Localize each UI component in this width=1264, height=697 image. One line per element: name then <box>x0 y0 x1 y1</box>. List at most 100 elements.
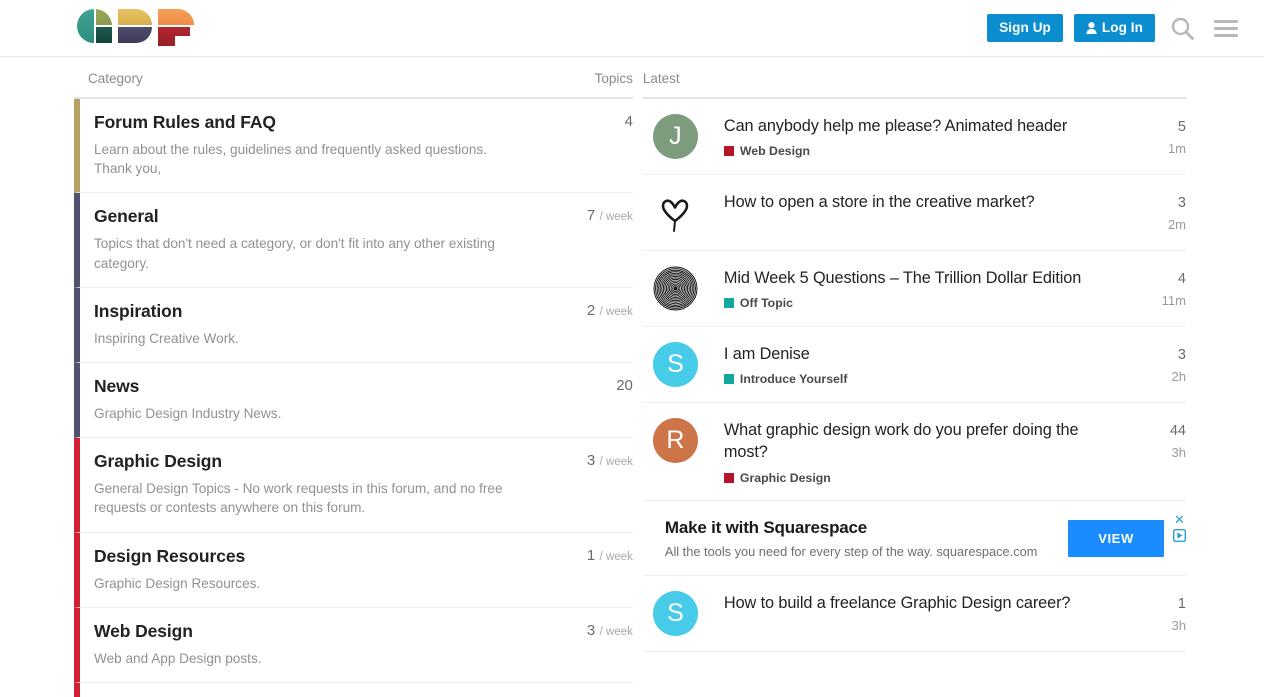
latest-panel: Latest J Can anybody help me please? Anim… <box>633 57 1250 697</box>
topic-category-label: Graphic Design <box>739 470 831 485</box>
category-title[interactable]: Web Design <box>94 620 193 641</box>
topic-category-label: Web Design <box>739 144 811 159</box>
topic-title[interactable]: How to open a store in the creative mark… <box>723 193 1035 211</box>
topic-category-badge[interactable]: Web Design <box>723 144 1122 159</box>
category-topic-count: 3 <box>586 452 596 470</box>
topic-age: 3h <box>1171 444 1186 460</box>
category-row[interactable]: Forum Rules and FAQ Learn about the rules… <box>74 99 633 194</box>
search-button[interactable] <box>1166 12 1199 45</box>
topic-category-label: Off Topic <box>739 296 793 311</box>
topic-post-count: 3 <box>1177 195 1186 211</box>
category-row[interactable]: News Graphic Design Industry News. 20 <box>74 363 633 439</box>
category-row[interactable]: Design Resources Graphic Design Resources… <box>74 532 633 608</box>
avatar-r: R <box>652 418 698 463</box>
category-stat: 3 / week <box>559 621 633 668</box>
header-actions: Sign Up Log In <box>987 12 1242 45</box>
avatar-j: J <box>652 114 698 159</box>
topic-post-count: 44 <box>1169 423 1186 439</box>
topic-row[interactable]: R What graphic design work do you prefer … <box>642 403 1186 501</box>
category-row[interactable]: Inspiration Inspiring Creative Work. 2 / w… <box>74 287 633 364</box>
category-topic-count: 20 <box>616 377 633 395</box>
topic-category-badge[interactable]: Graphic Design <box>723 470 1122 485</box>
gdf-logo[interactable] <box>74 6 198 50</box>
category-row[interactable]: General Topics that don't need a category… <box>74 193 633 288</box>
category-topic-period: / week <box>599 456 633 469</box>
topic-title[interactable]: Mid Week 5 Questions – The Trillion Doll… <box>723 269 1082 287</box>
topics-column-label: Topics <box>594 71 633 86</box>
category-description: Learn about the rules, guidelines and fr… <box>94 141 487 177</box>
topic-category-badge[interactable]: Introduce Yourself <box>723 372 1122 386</box>
latest-column-label: Latest <box>642 71 680 86</box>
avatar-heart-balloon <box>653 190 698 235</box>
category-color-swatch <box>723 146 734 157</box>
topic-title[interactable]: What graphic design work do you prefer d… <box>723 421 1079 462</box>
hamburger-menu-icon <box>1214 19 1238 37</box>
category-topic-count: 7 <box>586 207 596 225</box>
topic-row[interactable]: How to open a store in the creative mark… <box>642 175 1186 251</box>
category-topic-count: 3 <box>586 621 596 639</box>
topic-category-badge[interactable]: Off Topic <box>723 296 1122 311</box>
category-main: Web Design Web and App Design posts. <box>94 621 559 668</box>
topic-row[interactable]: J Can anybody help me please? Animated he… <box>642 99 1186 175</box>
avatar-initial: S <box>667 350 684 378</box>
topic-title[interactable]: How to build a freelance Graphic Design … <box>723 594 1071 613</box>
topic-age: 2m <box>1167 216 1186 232</box>
topic-title[interactable]: I am Denise <box>723 345 810 363</box>
category-title[interactable]: Graphic Design <box>94 451 222 472</box>
category-stat: 2 / week <box>559 301 633 348</box>
topic-stat: 1 3h <box>1138 591 1186 635</box>
topic-stat: 5 1m <box>1138 114 1186 158</box>
topic-row[interactable]: S How to build a freelance Graphic Design… <box>642 576 1186 653</box>
category-row[interactable]: Graphic Design General Design Topics - No… <box>74 438 633 533</box>
avatar-s-2: S <box>652 591 698 637</box>
signup-label: Sign Up <box>999 20 1051 36</box>
ad-title: Make it with Squarespace <box>664 517 868 537</box>
category-title[interactable]: News <box>94 376 140 397</box>
login-label: Log In <box>1101 20 1143 36</box>
category-description: Topics that don't need a category, or do… <box>94 236 495 271</box>
category-description: Graphic Design Resources. <box>94 575 261 591</box>
topic-title[interactable]: Can anybody help me please? Animated hea… <box>723 117 1068 135</box>
topic-post-count: 4 <box>1177 271 1186 287</box>
category-stat: 4 <box>559 112 633 178</box>
ad-close-button[interactable]: ✕ <box>1174 511 1185 527</box>
topic-row[interactable]: S I am Denise Introduce Yourself 3 2h <box>642 327 1186 403</box>
heart-balloon-icon <box>661 199 689 232</box>
latest-header: Latest <box>642 57 1186 99</box>
topic-list-after-ad: S How to build a freelance Graphic Design… <box>642 576 1186 653</box>
signup-button[interactable]: Sign Up <box>987 14 1063 42</box>
category-main: News Graphic Design Industry News. <box>94 376 559 423</box>
topic-main: What graphic design work do you prefer d… <box>723 418 1138 485</box>
avatar-initial: J <box>669 122 682 150</box>
user-icon <box>1086 22 1097 34</box>
main-content: Category Topics Forum Rules and FAQ Learn… <box>0 57 1264 697</box>
category-row[interactable]: Web Design Web and App Design posts. 3 / w… <box>74 607 633 684</box>
category-color-swatch <box>723 472 734 483</box>
category-title[interactable]: Design Resources <box>94 545 246 566</box>
topic-age: 2h <box>1171 368 1186 384</box>
categories-header: Category Topics <box>74 57 633 99</box>
menu-button[interactable] <box>1210 16 1242 41</box>
category-stat: 20 <box>559 376 633 423</box>
category-stat: 3 / week <box>559 451 633 517</box>
topic-main: How to build a freelance Graphic Design … <box>724 591 1138 614</box>
topic-list: J Can anybody help me please? Animated he… <box>642 99 1186 501</box>
category-main: Inspiration Inspiring Creative Work. <box>94 301 559 348</box>
category-title[interactable]: General <box>94 206 159 227</box>
topic-age: 11m <box>1161 292 1186 308</box>
category-list: Forum Rules and FAQ Learn about the rules… <box>74 99 633 697</box>
ad-view-button[interactable]: VIEW <box>1068 519 1164 557</box>
category-stat: 7 / week <box>559 206 633 272</box>
login-button[interactable]: Log In <box>1073 14 1155 42</box>
category-title[interactable]: Inspiration <box>94 300 183 321</box>
adchoices-icon[interactable] <box>1173 528 1186 542</box>
topic-post-count: 3 <box>1177 347 1186 363</box>
topic-row[interactable]: Mid Week 5 Questions – The Trillion Doll… <box>642 251 1186 327</box>
category-title[interactable]: Forum Rules and FAQ <box>94 112 276 132</box>
topic-stat: 3 2m <box>1138 190 1186 234</box>
category-row[interactable]: Typography46 <box>74 683 633 697</box>
category-topic-period: / week <box>599 305 633 318</box>
category-description: Web and App Design posts. <box>94 650 262 666</box>
topic-main: Can anybody help me please? Animated hea… <box>723 114 1138 159</box>
advertisement[interactable]: Make it with Squarespace All the tools y… <box>642 501 1186 577</box>
